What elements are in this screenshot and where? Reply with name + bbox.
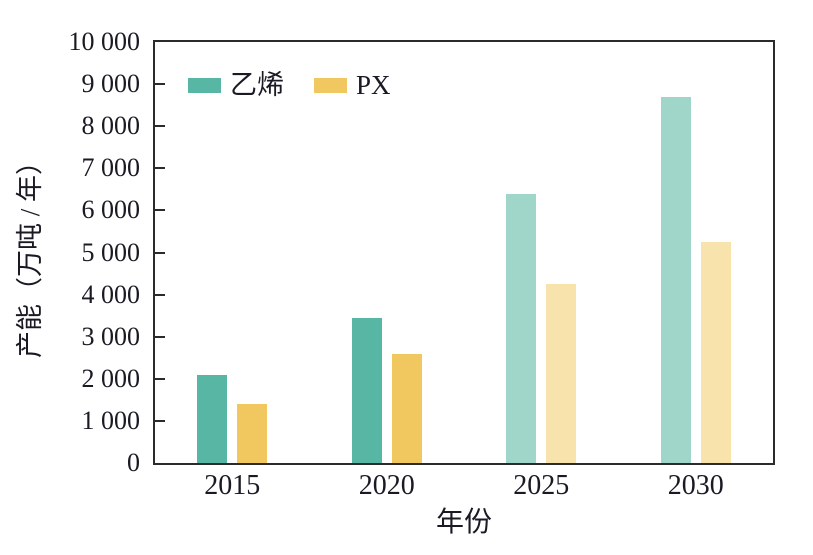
y-tick-label: 6 000 — [81, 195, 141, 225]
y-tick-label: 2 000 — [81, 363, 141, 393]
y-tick-label: 0 — [127, 448, 140, 477]
y-tick-label: 7 000 — [81, 153, 141, 183]
y-tick-label: 1 000 — [81, 405, 141, 435]
legend-item-乙烯: 乙烯 — [188, 70, 284, 100]
x-tick-label-2015: 2015 — [204, 470, 261, 501]
legend-swatch-icon — [188, 77, 221, 93]
y-tick — [155, 419, 165, 422]
bar-乙烯-2025 — [506, 193, 537, 463]
legend-swatch-icon — [314, 77, 347, 93]
legend: 乙烯 PX — [188, 70, 391, 100]
y-tick — [155, 83, 165, 86]
bar-PX-2015 — [237, 404, 268, 463]
y-tick-label: 10 000 — [68, 27, 141, 56]
y-tick-label: 4 000 — [81, 279, 141, 309]
x-tick-label-2030: 2030 — [667, 470, 724, 501]
bar-PX-2020 — [391, 353, 422, 463]
x-tick-label-2020: 2020 — [358, 470, 415, 501]
y-tick-label: 8 000 — [81, 111, 141, 141]
y-tick — [155, 293, 165, 296]
y-tick — [155, 251, 165, 254]
y-tick — [155, 167, 165, 170]
legend-label: 乙烯 — [230, 70, 284, 100]
x-tick-label-2025: 2025 — [513, 470, 570, 501]
y-tick-label: 9 000 — [81, 69, 141, 99]
y-tick — [155, 125, 165, 128]
y-tick — [155, 335, 165, 338]
bar-乙烯-2030 — [660, 96, 691, 463]
bar-PX-2030 — [700, 241, 731, 463]
bar-乙烯-2020 — [351, 317, 382, 463]
x-axis-title: 年份 — [435, 507, 492, 538]
y-tick — [155, 377, 165, 380]
y-tick — [155, 209, 165, 212]
legend-label: PX — [356, 70, 391, 100]
bar-乙烯-2015 — [197, 374, 228, 463]
y-tick-label: 5 000 — [81, 237, 141, 267]
bar-PX-2025 — [546, 284, 577, 463]
legend-item-PX: PX — [314, 70, 391, 100]
plot-area: 乙烯 PX — [153, 40, 775, 465]
y-tick-label: 3 000 — [81, 321, 141, 351]
